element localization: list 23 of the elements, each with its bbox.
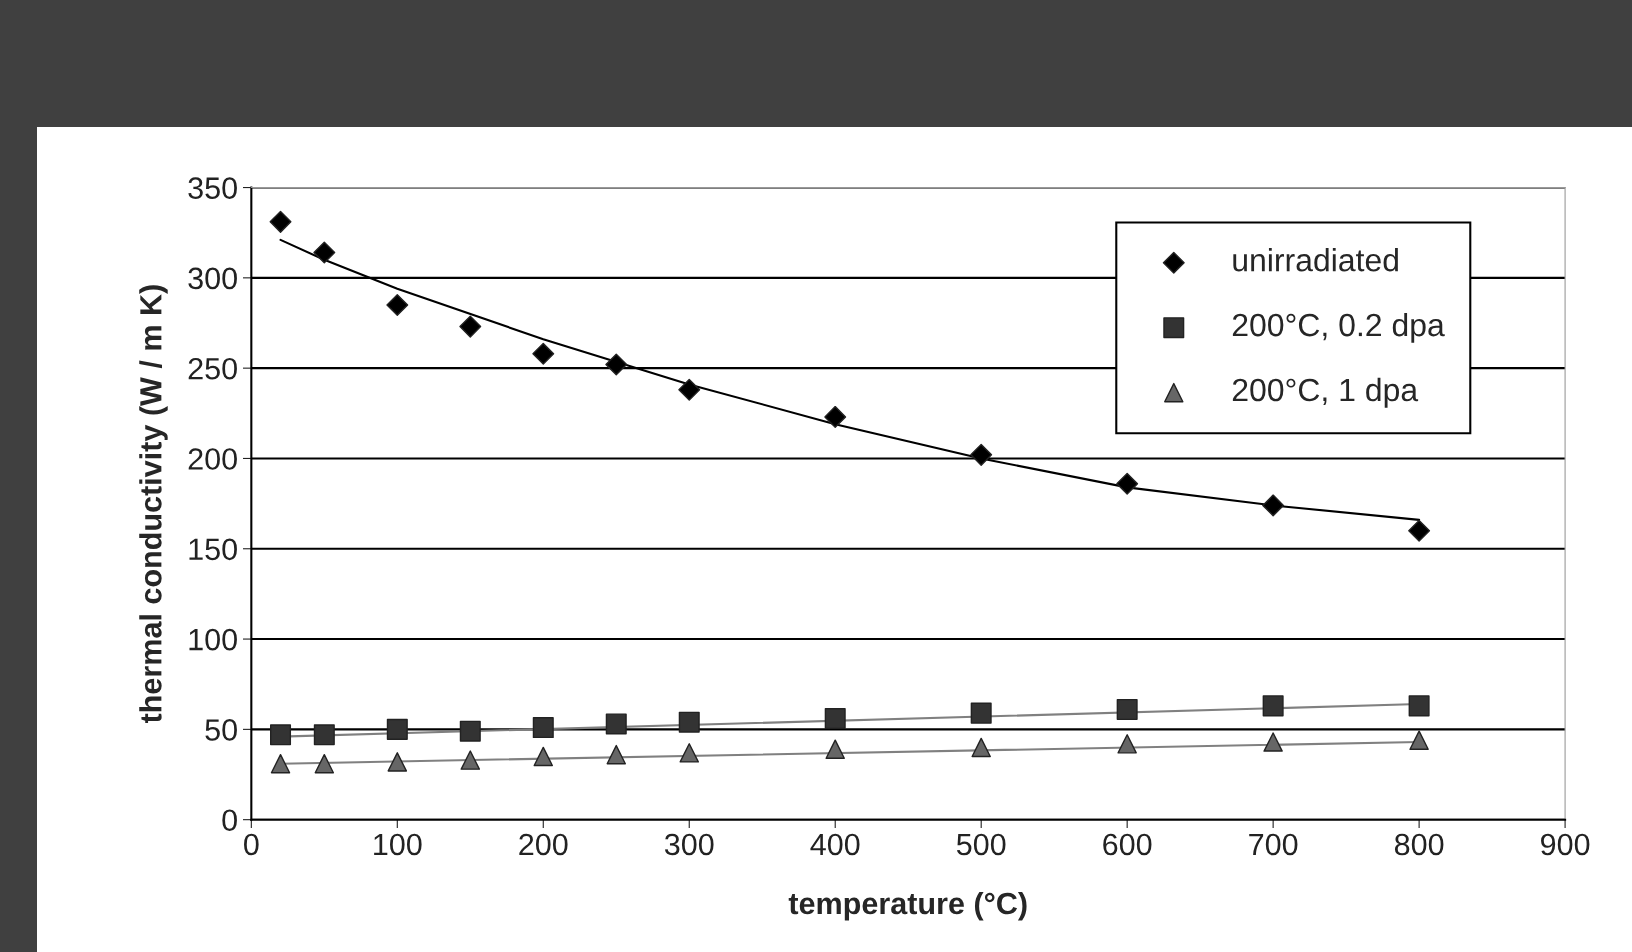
x-tick-label: 900 (1541, 833, 1590, 856)
legend-label: 200°C, 1 dpa (1232, 377, 1419, 408)
y-tick-label: 0 (222, 809, 237, 832)
y-tick-label: 200 (188, 448, 237, 470)
x-tick-label: 0 (244, 833, 259, 856)
x-tick-label: 100 (374, 833, 422, 856)
x-tick-label: 200 (519, 833, 568, 856)
x-tick-label: 500 (956, 833, 1006, 856)
x-tick-label: 400 (810, 833, 860, 856)
y-tick-label: 250 (188, 357, 237, 380)
legend-label: 200°C, 0.2 dpa (1232, 312, 1445, 343)
y-tick-label: 300 (188, 267, 237, 290)
x-tick-label: 800 (1394, 833, 1444, 856)
y-tick-label: 50 (205, 719, 237, 741)
y-tick-label: 150 (189, 538, 237, 561)
y-axis-title: thermal conductivity (W / m K) (139, 285, 168, 724)
x-tick-label: 300 (664, 833, 714, 856)
x-axis-title: temperature (°C) (788, 891, 1027, 921)
x-tick-label: 600 (1103, 833, 1152, 856)
legend-label: unirradiated (1233, 248, 1398, 272)
y-tick-label: 350 (188, 177, 237, 199)
x-tick-label: 700 (1249, 833, 1298, 856)
y-tick-label: 100 (189, 628, 237, 651)
